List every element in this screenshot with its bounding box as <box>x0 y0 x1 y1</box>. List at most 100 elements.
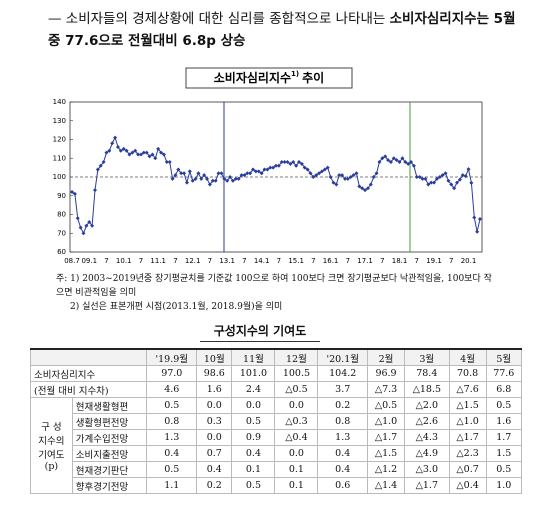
x-tick-label: 17.1 <box>357 257 373 265</box>
table-cell: 0.1 <box>231 461 276 478</box>
table-cell: △0.3 <box>274 413 319 430</box>
table-cell: 0.5 <box>231 413 276 430</box>
table-cell: 0.0 <box>231 397 276 414</box>
marker <box>199 176 204 181</box>
marker <box>449 182 454 187</box>
table-cell: 0.6 <box>317 477 369 494</box>
table-cell: 1.5 <box>485 445 523 462</box>
table-cell: '20.1월 <box>317 348 369 366</box>
table-cell: 0.8 <box>146 413 198 430</box>
table-cell: 0.2 <box>196 477 233 494</box>
table-cell: 11월 <box>231 348 276 366</box>
marker <box>87 220 92 224</box>
x-tick-label: 7 <box>139 257 143 265</box>
table-row: 소비지출전망 0.4 0.7 0.4 0.0 0.4 △1.5 △4.9 △2.3 1.5 <box>31 445 523 462</box>
table-cell: △0.4 <box>274 429 319 446</box>
marker <box>388 160 393 164</box>
marker <box>121 146 126 151</box>
title-note: 1) <box>291 70 299 78</box>
marker <box>72 191 77 196</box>
x-tick-label: 10.1 <box>116 257 132 265</box>
marker <box>113 135 118 140</box>
x-tick-label: 15.1 <box>288 257 304 265</box>
marker <box>150 152 155 157</box>
table-cell: 100.5 <box>274 365 319 382</box>
marker <box>182 171 187 176</box>
marker <box>225 178 230 183</box>
y-tick-label: 60 <box>57 248 66 256</box>
marker <box>455 180 460 185</box>
table-cell: 97.0 <box>146 365 198 382</box>
marker <box>167 160 172 164</box>
y-tick-label: 120 <box>53 136 66 144</box>
marker <box>259 171 264 176</box>
table-cell: △0.5 <box>367 397 406 414</box>
marker <box>337 173 342 178</box>
chart: 소비자심리지수1) 추이 60 70 80 90 100 110 120 130 140 08.7 0… <box>53 67 483 265</box>
marker <box>170 176 175 181</box>
marker <box>397 160 402 164</box>
marker <box>288 161 293 166</box>
marker <box>104 150 109 155</box>
x-tick-label: 13.1 <box>219 257 235 265</box>
table-cell: 현재생활형편 <box>71 397 148 414</box>
marker <box>328 175 333 179</box>
x-tick-label: 20.1 <box>461 257 477 265</box>
x-tick-label: 7 <box>277 257 281 265</box>
marker <box>210 178 215 183</box>
marker <box>233 176 238 181</box>
table-cell: 생활형편전망 <box>71 413 148 430</box>
marker <box>305 167 310 172</box>
table-cell: 소비지출전망 <box>71 445 148 462</box>
marker <box>276 163 281 168</box>
marker <box>101 160 106 164</box>
table-cell: △2.0 <box>404 397 450 414</box>
marker <box>466 167 471 172</box>
marker <box>124 148 129 153</box>
table-cell: 0.8 <box>317 413 369 430</box>
marker <box>426 182 431 187</box>
marker <box>322 167 327 172</box>
marker <box>386 158 391 163</box>
table-cell: 현재경기판단 <box>71 461 148 478</box>
marker <box>363 188 368 193</box>
marker <box>236 176 241 181</box>
x-tick-label: 7 <box>380 257 384 265</box>
table-cell: △1.7 <box>367 429 406 446</box>
marker <box>294 163 299 168</box>
marker <box>242 173 247 178</box>
marker <box>351 173 356 178</box>
marker <box>409 160 414 164</box>
marker <box>110 141 115 146</box>
table-cell: 3.7 <box>317 381 369 398</box>
table-cell: 0.4 <box>317 445 369 462</box>
table-cell: 1.6 <box>485 413 523 430</box>
marker <box>285 160 290 164</box>
marker <box>411 163 416 168</box>
table-cell: △4.3 <box>404 429 450 446</box>
marker <box>325 165 330 170</box>
y-tick-label: 80 <box>57 211 66 219</box>
table-cell: △3.0 <box>404 461 450 478</box>
marker <box>216 171 221 176</box>
marker <box>291 160 296 164</box>
table-cell: △18.5 <box>404 381 450 398</box>
marker <box>414 175 419 179</box>
group-label: (p) <box>44 461 59 472</box>
marker <box>193 176 198 181</box>
table-cell: 0.4 <box>231 445 276 462</box>
table-cell: △2.3 <box>448 445 487 462</box>
group-label: 구 성 <box>41 422 62 433</box>
title-main: 소비자심리지수 <box>214 70 291 85</box>
marker <box>443 171 448 176</box>
table-cell: 1.6 <box>196 381 233 398</box>
table-cell: 2.4 <box>231 381 276 398</box>
marker <box>452 186 457 191</box>
marker <box>429 180 434 185</box>
y-tick-label: 100 <box>53 173 66 181</box>
table-cell: 4월 <box>448 348 487 366</box>
marker <box>377 160 382 164</box>
table-cell: 104.2 <box>317 365 369 382</box>
table-cell: 4.6 <box>146 381 198 398</box>
